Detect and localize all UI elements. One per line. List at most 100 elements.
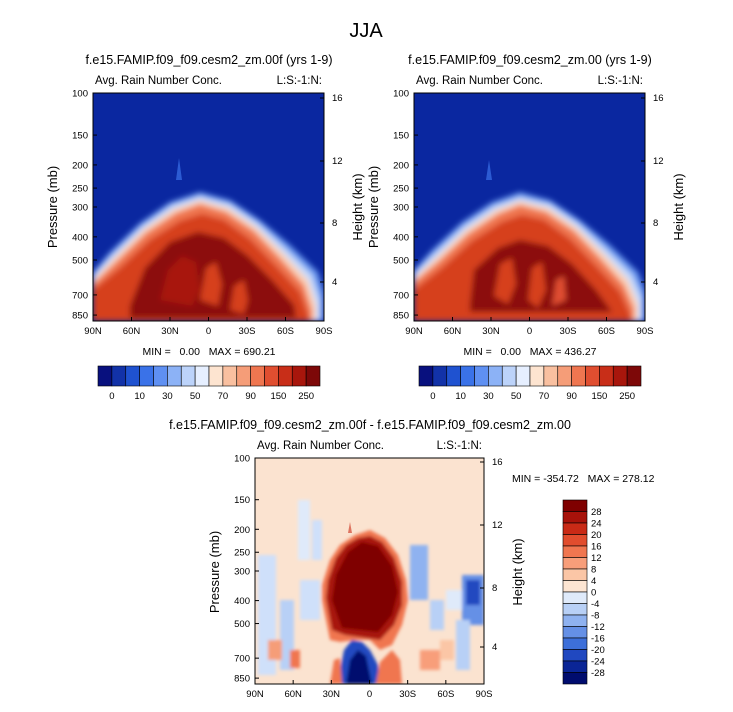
panel-a-colorbar-box xyxy=(222,365,238,387)
panel-b-colorbar-box xyxy=(515,365,531,387)
panel-a-xtick-label: 90N xyxy=(84,326,102,337)
panel-a-colorbar-label: 250 xyxy=(298,391,314,402)
panel-b-ylabel-right: Height (km) xyxy=(671,173,686,240)
panel-b-colorbar-box xyxy=(585,365,600,387)
panel-a-colorbar-box xyxy=(125,365,140,387)
panel-b-xtick-label: 0 xyxy=(527,326,532,337)
panel-c-ylabel-right: Height (km) xyxy=(510,538,525,605)
panel-b-colorbar-box xyxy=(612,365,628,387)
panel-b-ytick-label: 850 xyxy=(393,311,409,322)
panel-a-colorbar-label: 90 xyxy=(245,391,256,402)
panel-c-colorbar-label: -4 xyxy=(591,599,599,610)
panel-a-ytick-label: 200 xyxy=(72,160,88,171)
panel-c-xtick-label: 60N xyxy=(284,689,302,700)
panel-c-colorbar-label: -28 xyxy=(591,668,605,679)
panel-c-colorbar-label: 20 xyxy=(591,530,602,541)
panel-a-colorbar-label: 70 xyxy=(218,391,229,402)
panel-a-ytick-label: 700 xyxy=(72,290,88,301)
panel-b-axes: 90N 60N 30N 0 30S 60S 90S 100 150 200 250 300 400 500… xyxy=(393,89,653,338)
panel-c-colorbar-box xyxy=(562,522,588,535)
panel-c-title: f.e15.FAMIP.f09_f09.cesm2_zm.00f - f.e15… xyxy=(169,418,571,432)
panel-a-ytick-label: 250 xyxy=(72,184,88,195)
panel-a-colorbar-box xyxy=(278,365,293,387)
panel-a-xtick-label: 60N xyxy=(123,326,141,337)
panel-c-colorbar-label: 16 xyxy=(591,542,602,553)
panel-c-colorbar-box xyxy=(562,614,588,627)
panel-b-right-label: L:S:-1:N: xyxy=(598,75,643,87)
panel-b-ytick-label: 700 xyxy=(393,290,409,301)
panel-a-colorbar-label: 50 xyxy=(190,391,201,402)
panel-b-colorbar-box xyxy=(501,365,517,387)
panel-a-yright-tick-16: 16 xyxy=(332,93,343,104)
panel-b-xtick-label: 90N xyxy=(405,326,423,337)
panel-a-colorbar-box xyxy=(139,365,154,387)
panel-b-ytick-label: 500 xyxy=(393,256,409,267)
panel-a-title: f.e15.FAMIP.f09_f09.cesm2_zm.00f (yrs 1-… xyxy=(85,53,332,67)
panel-c-colorbar-box xyxy=(562,603,588,616)
panel-c: f.e15.FAMIP.f09_f09.cesm2_zm.00f - f.e15… xyxy=(169,418,654,700)
panel-c-right-label: L:S:-1:N: xyxy=(437,440,482,452)
panel-c-ytick-label: 250 xyxy=(234,548,250,559)
panel-a-colorbar-box xyxy=(208,365,224,387)
panel-c-ytick-label: 200 xyxy=(234,525,250,536)
panel-c-colorbar-box xyxy=(562,534,588,547)
panel-c-colorbar-label: 28 xyxy=(591,507,602,518)
panel-c-ytick-label: 150 xyxy=(234,495,250,506)
panel-b-title: f.e15.FAMIP.f09_f09.cesm2_zm.00 (yrs 1-9… xyxy=(408,53,652,67)
panel-b-yright-tick-16: 16 xyxy=(653,93,664,104)
panel-b-colorbar-box xyxy=(446,365,461,387)
panel-b-ytick-label: 100 xyxy=(393,89,409,100)
panel-b-colorbar-box xyxy=(599,365,614,387)
panel-c-stats: MIN = -354.72 MAX = 278.12 xyxy=(512,473,655,485)
panel-b-yright-tick-4: 4 xyxy=(653,277,658,288)
panel-c-xtick-label: 60S xyxy=(437,689,454,700)
panel-b-xtick-label: 30S xyxy=(560,326,577,337)
panel-c-colorbar-label: -12 xyxy=(591,622,605,633)
panel-b-colorbar-box xyxy=(474,365,489,387)
panel-a-ytick-label: 300 xyxy=(72,203,88,214)
panel-c-xtick-label: 30S xyxy=(399,689,416,700)
panel-a-ytick-label: 500 xyxy=(72,256,88,267)
panel-c-ylabel: Pressure (mb) xyxy=(207,531,222,613)
panel-c-colorbar-box xyxy=(562,499,588,512)
panel-b-colorbar-label: 0 xyxy=(430,391,435,402)
panel-a-xtick-label: 30N xyxy=(161,326,179,337)
panel-c-ytick-label: 300 xyxy=(234,567,250,578)
panel-a-colorbar-label: 150 xyxy=(270,391,286,402)
panel-a-colorbar-box xyxy=(97,365,113,387)
panel-c-colorbar-box xyxy=(562,637,588,650)
panel-c-yright-tick-4: 4 xyxy=(492,642,497,653)
panel-b-ylabel: Pressure (mb) xyxy=(366,166,381,248)
panel-b-ytick-label: 400 xyxy=(393,232,409,243)
panel-c-colorbar-box xyxy=(562,660,588,673)
panel-b-colorbar-box xyxy=(557,365,572,387)
panel-c-colorbar-box xyxy=(562,545,588,558)
panel-b: f.e15.FAMIP.f09_f09.cesm2_zm.00 (yrs 1-9… xyxy=(366,53,686,402)
panel-c-ytick-label: 500 xyxy=(234,619,250,630)
panel-b-colorbar-label: 10 xyxy=(455,391,466,402)
panel-b-colorbar-label: 250 xyxy=(619,391,635,402)
panel-b-colorbar-box xyxy=(543,365,559,387)
panel-a-ytick-label: 100 xyxy=(72,89,88,100)
panel-b-xtick-label: 60S xyxy=(598,326,615,337)
panel-b-colorbar-label: 50 xyxy=(511,391,522,402)
panel-b-yright-tick-12: 12 xyxy=(653,156,664,167)
panel-a-ylabel-right: Height (km) xyxy=(350,173,365,240)
panel-a-stats: MIN = 0.00 MAX = 690.21 xyxy=(142,346,275,358)
panel-c-left-label: Avg. Rain Number Conc. xyxy=(257,440,384,452)
panel-b-colorbar-box xyxy=(626,365,642,387)
panel-c-colorbar-box xyxy=(562,626,588,639)
panel-c-colorbar-box xyxy=(562,580,588,593)
panel-a-ytick-label: 150 xyxy=(72,131,88,142)
panel-a-colorbar-box xyxy=(194,365,210,387)
panel-c-colorbar-label: -8 xyxy=(591,611,599,622)
panel-a-colorbar-label: 30 xyxy=(162,391,173,402)
panel-c-yright-tick-8: 8 xyxy=(492,583,497,594)
panel-a-colorbar-box xyxy=(167,365,182,387)
panel-b-stats: MIN = 0.00 MAX = 436.27 xyxy=(463,346,596,358)
panel-a-xtick-label: 0 xyxy=(206,326,211,337)
panel-a-xtick-label: 30S xyxy=(239,326,256,337)
panel-a-ylabel: Pressure (mb) xyxy=(45,166,60,248)
panel-c-colorbar-label: -16 xyxy=(591,634,605,645)
